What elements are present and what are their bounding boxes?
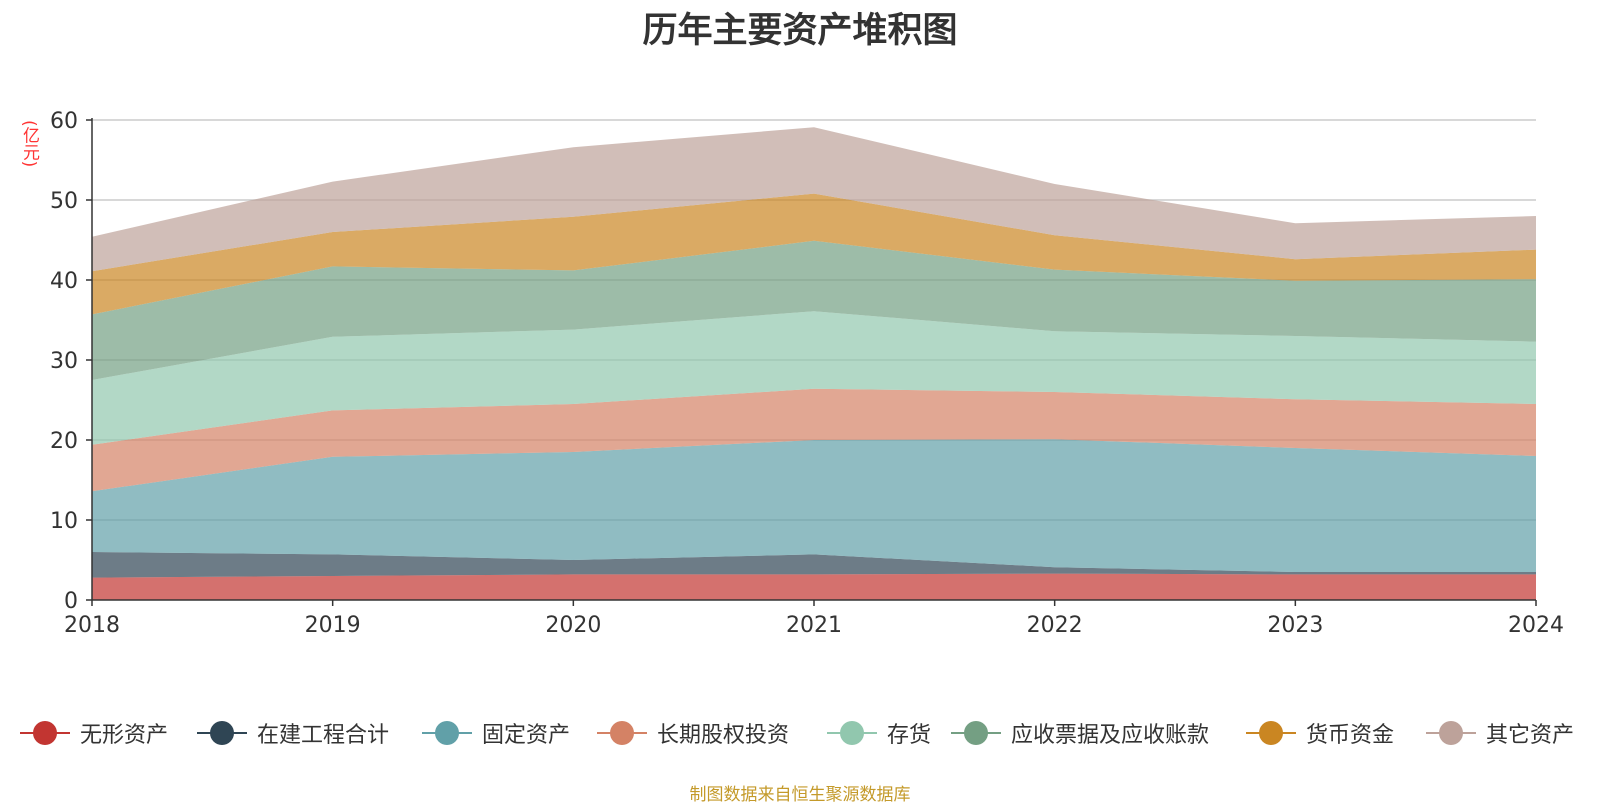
legend-label: 应收票据及应收账款 <box>1011 723 1210 748</box>
legend-marker <box>1426 716 1476 750</box>
stacked-area-chart: 0 10 20 30 40 50 60 2018 2019 2020 2021 2022 2023 202… <box>50 109 1564 638</box>
legend-item[interactable]: 在建工程合计 <box>197 716 389 750</box>
y-tick-label: 50 <box>50 189 78 214</box>
data-source-footer: 制图数据来自恒生聚源数据库 <box>689 785 911 805</box>
x-tick-label: 2020 <box>545 613 601 638</box>
legend-item[interactable]: 长期股权投资 <box>597 716 789 750</box>
area-series-0 <box>92 573 1536 600</box>
legend-marker <box>1246 716 1296 750</box>
legend-marker <box>951 716 1001 750</box>
y-tick-label: 10 <box>50 509 78 534</box>
legend-item[interactable]: 无形资产 <box>20 716 168 750</box>
y-tick-label: 60 <box>50 109 78 134</box>
chart-legend: 无形资产 在建工程合计 固定资产 长期股权投资 存货 应收票据及应收账款 货币资金 其它资产 <box>0 716 1600 756</box>
x-tick-label: 2023 <box>1267 613 1323 638</box>
legend-marker <box>197 716 247 750</box>
area-series-7 <box>92 127 1536 272</box>
legend-item[interactable]: 固定资产 <box>422 716 570 750</box>
legend-label: 在建工程合计 <box>257 723 390 748</box>
legend-label: 无形资产 <box>80 723 169 748</box>
x-tick-label: 2018 <box>64 613 120 638</box>
legend-label: 存货 <box>887 723 932 748</box>
legend-label: 固定资产 <box>482 723 571 748</box>
legend-label: 其它资产 <box>1486 723 1575 748</box>
legend-marker <box>422 716 472 750</box>
x-tick-label: 2024 <box>1508 613 1564 638</box>
x-tick-label: 2022 <box>1027 613 1083 638</box>
y-tick-label: 20 <box>50 429 78 454</box>
x-tick-label: 2019 <box>305 613 361 638</box>
area-series-3 <box>92 388 1536 492</box>
y-axis-unit-label: (亿元) <box>19 120 39 168</box>
y-tick-label: 0 <box>64 589 78 614</box>
y-tick-label: 40 <box>50 269 78 294</box>
area-series-1 <box>92 552 1536 578</box>
y-tick-label: 30 <box>50 349 78 374</box>
legend-item[interactable]: 存货 <box>827 716 931 750</box>
x-tick-label: 2021 <box>786 613 842 638</box>
legend-marker <box>827 716 877 750</box>
area-series-2 <box>92 439 1536 572</box>
area-series-6 <box>92 193 1536 315</box>
legend-marker <box>597 716 647 750</box>
area-series-5 <box>92 240 1536 380</box>
area-series-4 <box>92 311 1536 445</box>
legend-item[interactable]: 其它资产 <box>1426 716 1574 750</box>
legend-item[interactable]: 货币资金 <box>1246 716 1394 750</box>
legend-label: 长期股权投资 <box>657 723 790 748</box>
legend-item[interactable]: 应收票据及应收账款 <box>951 716 1209 750</box>
legend-label: 货币资金 <box>1306 723 1395 748</box>
legend-marker <box>20 716 70 750</box>
chart-title: 历年主要资产堆积图 <box>642 11 958 51</box>
